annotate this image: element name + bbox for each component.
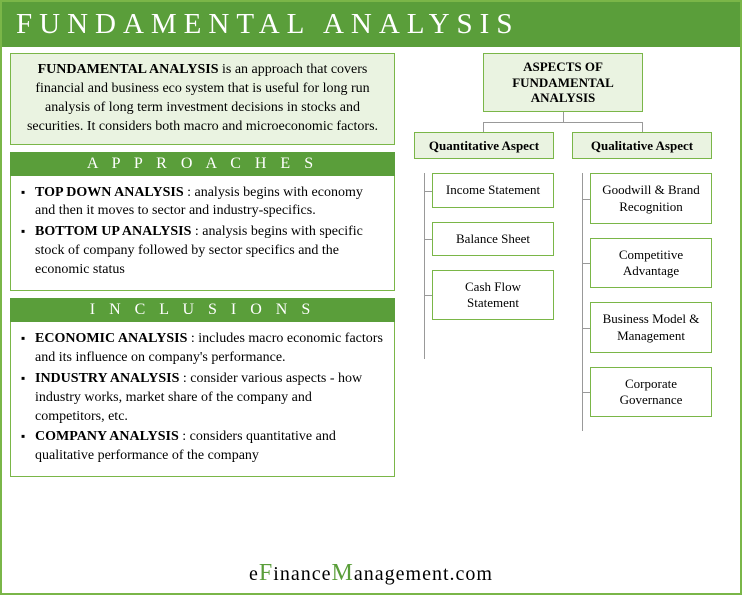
leaf-label: Competitive Advantage [590, 238, 712, 289]
tree-branches: Quantitative Aspect Income Statement Bal… [403, 132, 723, 418]
tree-leaf: Corporate Governance [590, 367, 712, 418]
branch-head: Quantitative Aspect [414, 132, 554, 160]
branch-children: Income Statement Balance Sheet Cash Flow… [414, 173, 554, 320]
leaf-label: Income Statement [432, 173, 554, 207]
content-area: FUNDAMENTAL ANALYSIS is an approach that… [2, 47, 740, 477]
tree-root-node: ASPECTS OF FUNDAMENTAL ANALYSIS [483, 53, 643, 112]
list-item: INDUSTRY ANALYSIS : consider various asp… [21, 370, 384, 427]
definition-box: FUNDAMENTAL ANALYSIS is an approach that… [10, 53, 395, 145]
page-title: FUNDAMENTAL ANALYSIS [2, 2, 740, 47]
inclusions-heading: I N C L U S I O N S [10, 298, 395, 322]
approaches-heading: A P P R O A C H E S [10, 152, 395, 176]
tree-leaf: Cash Flow Statement [432, 270, 554, 321]
leaf-label: Balance Sheet [432, 222, 554, 256]
footer-brand: eFinanceManagement.com [2, 560, 740, 587]
term: COMPANY ANALYSIS [35, 429, 179, 444]
left-column: FUNDAMENTAL ANALYSIS is an approach that… [10, 53, 395, 477]
list-item: COMPANY ANALYSIS : considers quantitativ… [21, 428, 384, 466]
term: INDUSTRY ANALYSIS [35, 371, 179, 386]
branch-quantitative: Quantitative Aspect Income Statement Bal… [414, 132, 554, 418]
tree-leaf: Goodwill & Brand Recognition [590, 173, 712, 224]
definition-lead: FUNDAMENTAL ANALYSIS [38, 62, 219, 77]
list-item: TOP DOWN ANALYSIS : analysis begins with… [21, 184, 384, 222]
leaf-label: Business Model & Management [590, 302, 712, 353]
tree-leaf: Business Model & Management [590, 302, 712, 353]
list-item: ECONOMIC ANALYSIS : includes macro econo… [21, 330, 384, 368]
term: TOP DOWN ANALYSIS [35, 185, 184, 200]
inclusions-body: ECONOMIC ANALYSIS : includes macro econo… [10, 322, 395, 477]
leaf-label: Goodwill & Brand Recognition [590, 173, 712, 224]
term: BOTTOM UP ANALYSIS [35, 224, 191, 239]
tree-diagram: ASPECTS OF FUNDAMENTAL ANALYSIS Quantita… [403, 53, 723, 477]
branch-qualitative: Qualitative Aspect Goodwill & Brand Reco… [572, 132, 712, 418]
list-item: BOTTOM UP ANALYSIS : analysis begins wit… [21, 223, 384, 280]
branch-head: Qualitative Aspect [572, 132, 712, 160]
approaches-body: TOP DOWN ANALYSIS : analysis begins with… [10, 176, 395, 291]
term: ECONOMIC ANALYSIS [35, 331, 187, 346]
leaf-label: Cash Flow Statement [432, 270, 554, 321]
tree-connector [443, 112, 683, 132]
tree-leaf: Income Statement [432, 173, 554, 207]
tree-leaf: Balance Sheet [432, 222, 554, 256]
tree-leaf: Competitive Advantage [590, 238, 712, 289]
leaf-label: Corporate Governance [590, 367, 712, 418]
branch-children: Goodwill & Brand Recognition Competitive… [572, 173, 712, 417]
